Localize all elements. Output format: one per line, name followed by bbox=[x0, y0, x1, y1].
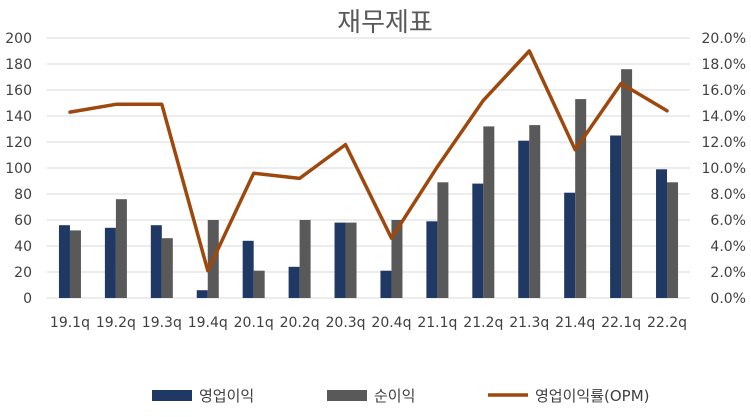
x-axis-tick-label: 20.1q bbox=[234, 315, 274, 331]
bar-operating-profit bbox=[426, 221, 438, 298]
left-axis-tick-label: 160 bbox=[5, 83, 32, 99]
legend-label-operating-profit: 영업이익 bbox=[199, 387, 254, 405]
bar-net-income bbox=[115, 199, 127, 298]
bar-series bbox=[58, 69, 679, 299]
bar-net-income bbox=[483, 126, 495, 299]
x-axis-tick-label: 19.1q bbox=[50, 315, 90, 331]
x-axis-tick-label: 19.4q bbox=[188, 315, 228, 331]
bar-net-income bbox=[253, 270, 265, 298]
bar-operating-profit bbox=[242, 240, 254, 298]
bar-operating-profit bbox=[472, 183, 484, 298]
right-axis-tick-label: 20.0% bbox=[702, 31, 746, 47]
x-axis-ticks: 19.1q 19.2q 19.3q 19.4q 20.1q 20.2q 20.3q 20.4q… bbox=[50, 315, 687, 331]
bar-operating-profit bbox=[518, 140, 530, 298]
right-axis-tick-label: 10.0% bbox=[702, 161, 746, 177]
bar-operating-profit bbox=[610, 135, 622, 298]
right-axis-tick-label: 0.0% bbox=[710, 291, 746, 307]
chart-title: 재무제표 bbox=[337, 8, 433, 38]
opm-line bbox=[68, 49, 669, 273]
x-axis-tick-label: 21.1q bbox=[417, 315, 457, 331]
bar-operating-profit bbox=[380, 270, 392, 298]
left-axis-tick-label: 0 bbox=[23, 291, 32, 307]
legend-swatch-operating-profit bbox=[152, 390, 192, 401]
bar-net-income bbox=[667, 182, 679, 298]
right-axis-tick-label: 4.0% bbox=[710, 239, 746, 255]
bar-operating-profit bbox=[656, 169, 668, 298]
bar-operating-profit bbox=[104, 227, 116, 298]
x-axis-tick-label: 19.3q bbox=[142, 315, 182, 331]
left-axis-tick-label: 40 bbox=[14, 239, 32, 255]
x-axis-tick-label: 22.1q bbox=[601, 315, 641, 331]
left-axis-tick-label: 100 bbox=[5, 161, 32, 177]
bar-net-income bbox=[391, 220, 403, 298]
left-axis-tick-label: 180 bbox=[5, 57, 32, 73]
x-axis-tick-label: 20.3q bbox=[326, 315, 366, 331]
bar-operating-profit bbox=[196, 290, 208, 298]
legend-swatch-net-income bbox=[327, 390, 367, 401]
x-axis-tick-label: 20.2q bbox=[280, 315, 320, 331]
left-axis-tick-label: 120 bbox=[5, 135, 32, 151]
x-axis-tick-label: 20.4q bbox=[371, 315, 411, 331]
x-axis-tick-label: 21.2q bbox=[463, 315, 503, 331]
x-axis-tick-label: 21.3q bbox=[509, 315, 549, 331]
right-axis-tick-label: 2.0% bbox=[710, 265, 746, 281]
bar-net-income bbox=[529, 125, 541, 298]
bar-operating-profit bbox=[58, 225, 70, 298]
bar-operating-profit bbox=[564, 192, 576, 298]
right-axis-ticks: 0.0% 2.0% 4.0% 6.0% 8.0% 10.0% 12.0% 14.0% 16.0%… bbox=[702, 31, 746, 307]
bar-net-income bbox=[161, 238, 173, 298]
left-axis-ticks: 0 20 40 60 80 100 120 140 160 180 200 bbox=[5, 31, 32, 307]
bar-net-income bbox=[437, 182, 449, 298]
right-axis-tick-label: 8.0% bbox=[710, 187, 746, 203]
left-axis-tick-label: 140 bbox=[5, 109, 32, 125]
bar-net-income bbox=[621, 69, 633, 298]
x-axis-tick-label: 22.2q bbox=[647, 315, 687, 331]
legend: 영업이익 순이익 영업이익률(OPM) bbox=[152, 387, 650, 405]
legend-label-opm: 영업이익률(OPM) bbox=[535, 387, 650, 405]
opm-line-series bbox=[68, 49, 669, 273]
legend-label-net-income: 순이익 bbox=[374, 387, 415, 405]
bar-operating-profit bbox=[150, 225, 162, 298]
bar-net-income bbox=[69, 230, 81, 298]
bar-operating-profit bbox=[334, 222, 346, 298]
bar-operating-profit bbox=[288, 266, 300, 298]
left-axis-tick-label: 20 bbox=[14, 265, 32, 281]
left-axis-tick-label: 80 bbox=[14, 187, 32, 203]
left-axis-tick-label: 60 bbox=[14, 213, 32, 229]
gridlines bbox=[47, 37, 690, 299]
left-axis-tick-label: 200 bbox=[5, 31, 32, 47]
x-axis-tick-label: 21.4q bbox=[555, 315, 595, 331]
bar-net-income bbox=[575, 99, 587, 298]
right-axis-tick-label: 16.0% bbox=[702, 83, 746, 99]
right-axis-tick-label: 18.0% bbox=[702, 57, 746, 73]
right-axis-tick-label: 6.0% bbox=[710, 213, 746, 229]
right-axis-tick-label: 12.0% bbox=[702, 135, 746, 151]
x-axis-tick-label: 19.2q bbox=[96, 315, 136, 331]
bar-net-income bbox=[345, 222, 357, 298]
right-axis-tick-label: 14.0% bbox=[702, 109, 746, 125]
bar-net-income bbox=[299, 220, 311, 298]
